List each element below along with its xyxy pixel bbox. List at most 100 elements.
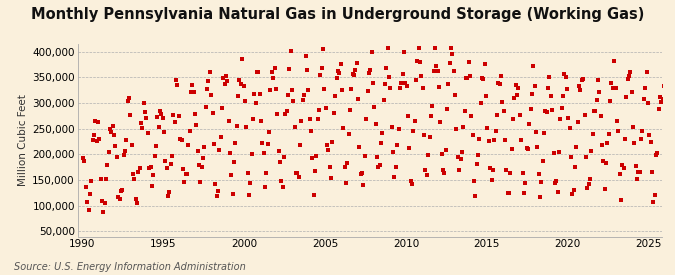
Point xyxy=(379,82,390,86)
Point xyxy=(367,81,378,85)
Point xyxy=(446,45,456,50)
Point xyxy=(250,101,261,105)
Point xyxy=(390,164,401,169)
Point xyxy=(287,87,298,92)
Point xyxy=(567,192,578,196)
Point xyxy=(260,185,271,189)
Point xyxy=(80,185,91,189)
Point xyxy=(245,181,256,185)
Point xyxy=(179,180,190,185)
Point xyxy=(272,112,283,117)
Point xyxy=(152,115,163,119)
Point xyxy=(230,141,241,145)
Point xyxy=(644,133,655,137)
Point xyxy=(536,180,547,184)
Point xyxy=(121,138,132,142)
Point xyxy=(387,150,398,154)
Point xyxy=(568,188,579,192)
Point xyxy=(487,168,498,172)
Point xyxy=(606,81,617,86)
Point xyxy=(183,142,194,147)
Point xyxy=(386,125,397,129)
Point xyxy=(306,129,317,134)
Point xyxy=(319,87,330,92)
Point xyxy=(292,171,303,175)
Point xyxy=(99,200,110,205)
Point xyxy=(82,200,92,204)
Point xyxy=(575,88,586,92)
Point xyxy=(219,81,230,86)
Point xyxy=(506,147,517,151)
Point xyxy=(184,129,195,133)
Point xyxy=(160,159,171,163)
Point xyxy=(433,85,444,90)
Point xyxy=(428,68,439,73)
Point xyxy=(570,164,580,169)
Point xyxy=(544,75,555,80)
Point xyxy=(640,86,651,90)
Point xyxy=(182,172,192,177)
Point xyxy=(273,149,284,153)
Point xyxy=(648,199,659,204)
Point xyxy=(537,159,548,164)
Point xyxy=(572,120,583,124)
Point xyxy=(531,130,541,134)
Point xyxy=(551,178,562,183)
Point xyxy=(410,78,421,82)
Point xyxy=(195,180,206,185)
Point xyxy=(79,158,90,163)
Point xyxy=(199,145,210,150)
Point xyxy=(605,99,616,103)
Point xyxy=(327,139,338,144)
Point xyxy=(234,78,245,82)
Point xyxy=(585,177,595,181)
Point xyxy=(543,85,554,90)
Point xyxy=(237,57,248,62)
Point xyxy=(302,67,313,72)
Point xyxy=(427,104,437,108)
Point xyxy=(299,93,310,97)
Point xyxy=(210,182,221,186)
Point xyxy=(524,122,535,126)
Point xyxy=(326,176,337,180)
Point xyxy=(482,126,493,130)
Point xyxy=(140,110,151,114)
Point xyxy=(645,139,656,144)
Point xyxy=(659,84,670,88)
Point xyxy=(141,116,152,120)
Point xyxy=(296,119,307,123)
Point xyxy=(315,73,326,77)
Point xyxy=(545,94,556,98)
Point xyxy=(118,153,129,157)
Point xyxy=(90,119,101,123)
Point xyxy=(617,163,628,167)
Point xyxy=(115,189,126,193)
Point xyxy=(420,168,431,172)
Point xyxy=(385,86,396,91)
Point xyxy=(586,148,597,153)
Point xyxy=(497,100,508,104)
Point xyxy=(134,166,145,170)
Point xyxy=(346,86,357,91)
Point xyxy=(404,145,414,150)
Point xyxy=(412,59,423,63)
Point xyxy=(435,120,446,124)
Point xyxy=(321,106,331,111)
Point xyxy=(281,108,292,113)
Point xyxy=(205,69,215,74)
Point xyxy=(248,117,259,121)
Point xyxy=(437,168,448,173)
Point xyxy=(470,194,481,198)
Point xyxy=(128,172,138,177)
Text: Monthly Pennsylvania Natural Gas in Underground Storage (Working Gas): Monthly Pennsylvania Natural Gas in Unde… xyxy=(31,7,644,22)
Point xyxy=(587,132,598,136)
Point xyxy=(593,78,603,82)
Point xyxy=(378,98,389,102)
Point xyxy=(290,125,300,130)
Point xyxy=(450,93,460,97)
Point xyxy=(95,177,106,181)
Point xyxy=(466,114,477,118)
Point xyxy=(254,91,265,96)
Point xyxy=(601,161,612,166)
Point xyxy=(130,197,141,201)
